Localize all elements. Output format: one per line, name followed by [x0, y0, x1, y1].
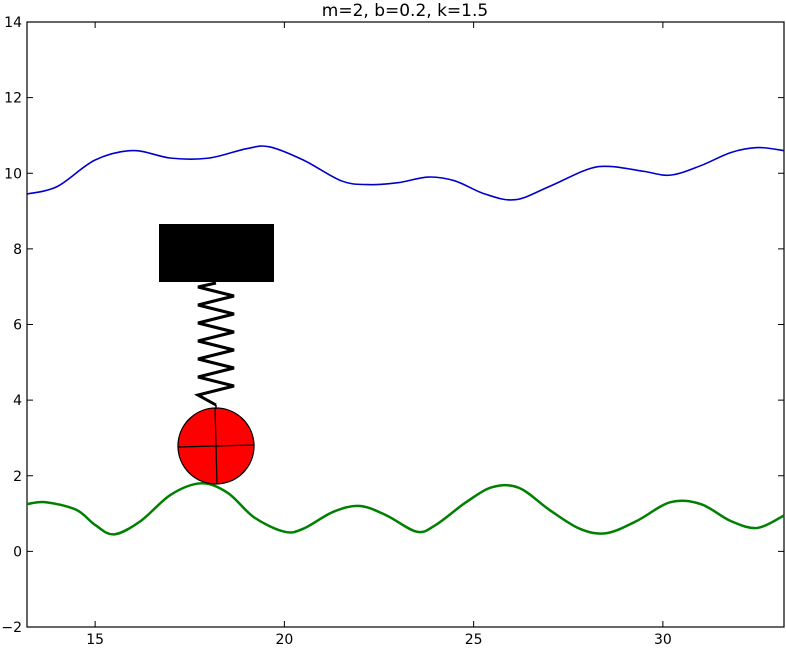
- x-tick-label: 25: [465, 632, 483, 645]
- series-line-2: [26, 482, 785, 536]
- ball-cross-horizontal: [177, 444, 255, 448]
- plot-area: [26, 21, 785, 628]
- axes-ticks: 15 20 25 30 −2 0 2 4 6 8 10 12 14: [1, 15, 784, 648]
- y-tick-label: 4: [13, 393, 22, 409]
- y-tick-label: 2: [13, 469, 22, 485]
- y-tick-label: 0: [13, 544, 22, 560]
- series-layer: [26, 145, 785, 536]
- chart-title: m=2, b=0.2, k=1.5: [322, 1, 488, 21]
- y-tick-label: 6: [13, 318, 22, 334]
- x-tick-label: 30: [654, 632, 672, 645]
- ball: [177, 405, 255, 485]
- x-tick-label: 15: [86, 632, 104, 645]
- y-tick-label: 8: [13, 242, 22, 258]
- y-tick-label: 14: [4, 15, 22, 31]
- y-tick-label: 12: [4, 91, 22, 107]
- spring: [193, 281, 235, 407]
- mass-block: [159, 224, 274, 282]
- y-tick-label: −2: [1, 620, 22, 636]
- x-tick-label: 20: [275, 632, 293, 645]
- series-line-1: [26, 145, 785, 201]
- y-tick-label: 10: [4, 166, 22, 182]
